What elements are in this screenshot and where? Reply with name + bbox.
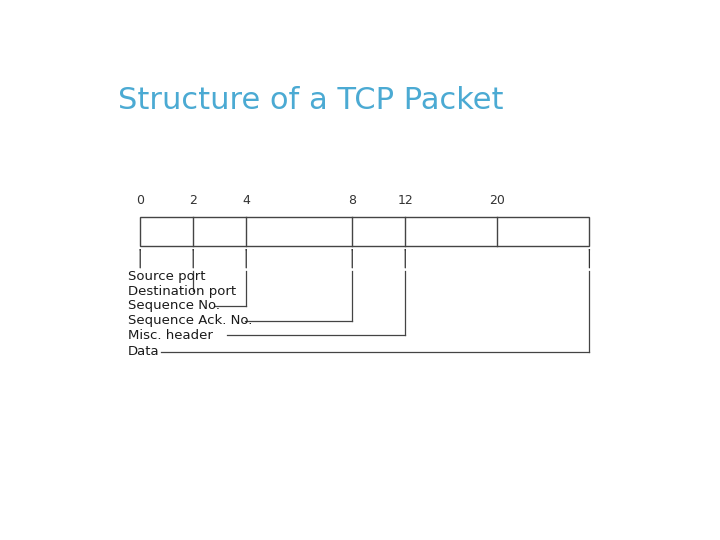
Text: 4: 4 — [243, 194, 250, 207]
Text: Source port: Source port — [128, 271, 205, 284]
Text: 2: 2 — [189, 194, 197, 207]
Text: Sequence Ack. No.: Sequence Ack. No. — [128, 314, 252, 327]
Text: Destination port: Destination port — [128, 285, 236, 298]
Text: Sequence No.: Sequence No. — [128, 300, 220, 313]
Text: Data: Data — [128, 345, 160, 358]
Text: 8: 8 — [348, 194, 356, 207]
Text: 20: 20 — [490, 194, 505, 207]
Text: Misc. header: Misc. header — [128, 328, 213, 342]
Bar — [140, 217, 590, 246]
Text: 0: 0 — [136, 194, 144, 207]
Text: 12: 12 — [397, 194, 413, 207]
Text: Structure of a TCP Packet: Structure of a TCP Packet — [118, 85, 503, 114]
